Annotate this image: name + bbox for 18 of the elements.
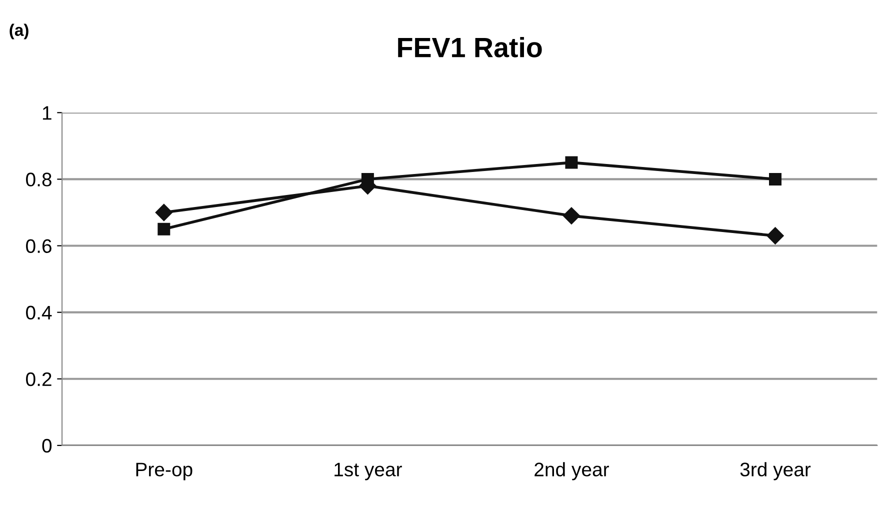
x-tick-label: Pre-op [136,462,192,480]
point [158,222,170,236]
y-tick-label: 0.2 [26,372,52,386]
chart-title: FEV1 Ratio [398,36,542,58]
y-tick-label: 0.4 [26,306,52,320]
point [562,207,580,224]
point [565,156,578,169]
text: (a) [10,24,28,40]
x-tick-label: 1st year [334,462,402,480]
point [766,227,784,244]
y-tick-label: 1 [42,106,52,120]
y-tick-label: 0.8 [26,172,52,186]
y-tick-label: 0.6 [26,239,52,253]
x-tick-label: 3rd year [740,462,811,480]
point [769,172,782,186]
y-tick-label: 0 [42,438,52,453]
point [155,204,172,222]
x-tick-label: 2nd year [534,462,609,480]
